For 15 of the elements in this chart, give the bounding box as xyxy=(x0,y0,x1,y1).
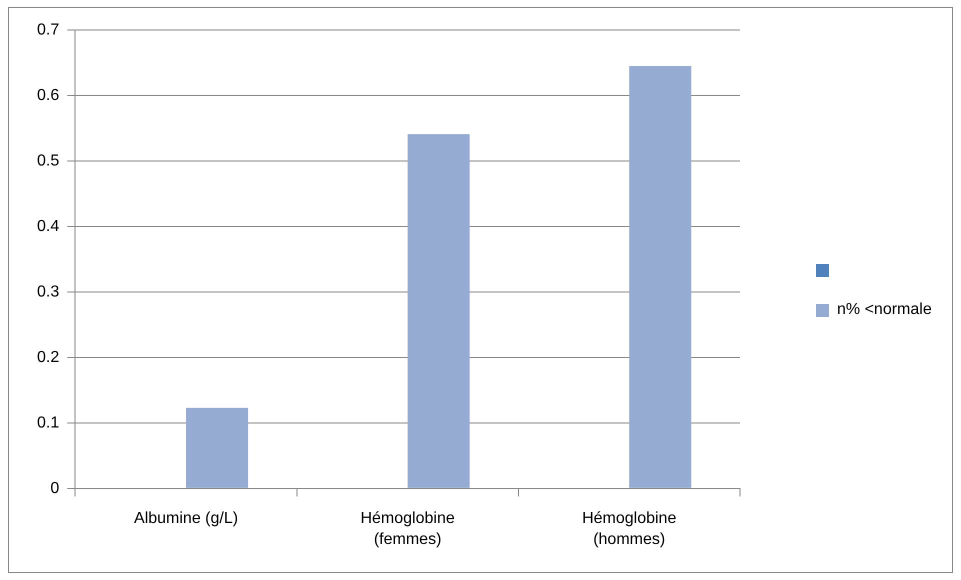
x-tick-label: Albumine (g/L) xyxy=(134,510,238,528)
y-tick-label: 0.5 xyxy=(36,152,60,170)
x-tick-label: Hémoglobine (hommes) xyxy=(582,510,676,548)
bar xyxy=(186,408,248,488)
y-tick-label: 0.1 xyxy=(36,414,60,432)
y-tick-label: 0.6 xyxy=(36,86,60,104)
y-tick-label: 0.4 xyxy=(36,218,60,235)
y-tick-label: 0.2 xyxy=(36,348,60,366)
y-tick-label: 0 xyxy=(50,480,60,497)
y-tick-label: 0.7 xyxy=(36,21,60,38)
legend-label: n% <normale xyxy=(837,301,932,319)
x-tick-label: Hémoglobine (femmes) xyxy=(360,510,455,548)
bar xyxy=(629,66,692,488)
bar xyxy=(408,134,470,488)
y-tick-label: 0.3 xyxy=(36,283,60,300)
